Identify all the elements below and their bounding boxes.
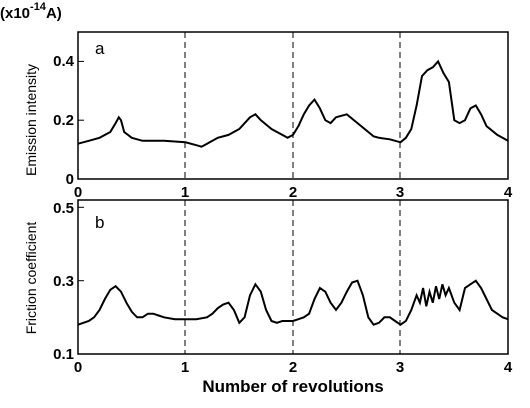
unit-label: (x10-14A) (0, 1, 62, 22)
x-tick-label: 0 (74, 184, 82, 201)
x-axis-label: Number of revolutions (202, 377, 383, 396)
x-tick-label: 4 (504, 184, 513, 201)
panel-label-b: b (95, 213, 104, 232)
y-tick-label: 0 (66, 171, 74, 188)
panel-a-plot: a (77, 31, 509, 180)
panel-b-plot: b (77, 199, 509, 355)
panel-label-a: a (95, 39, 105, 58)
y-axis-label-a: Emission intensity (23, 64, 39, 176)
panel-a: (x10-14A) a 0 0.2 0.4 0 1 2 3 4 Emission… (0, 1, 513, 201)
x-tick-label: 3 (396, 359, 404, 376)
y-tick-label: 0.4 (53, 53, 75, 70)
series-line-b (77, 279, 509, 326)
x-tick-label: 1 (181, 359, 189, 376)
x-tick-label: 2 (289, 184, 297, 201)
series-line-a (77, 59, 509, 148)
plot-frame-b (77, 199, 509, 355)
y-tick-label: 0.2 (53, 112, 74, 129)
y-tick-label: 0.1 (53, 346, 74, 363)
panel-b: b 0.1 0.3 0.5 0 1 2 3 4 Friction coeffic… (23, 199, 513, 396)
plot-frame-a (77, 31, 509, 180)
x-tick-label: 4 (504, 359, 513, 376)
y-tick-label: 0.5 (53, 200, 74, 217)
x-tick-label: 3 (396, 184, 404, 201)
x-tick-label: 0 (74, 359, 82, 376)
x-tick-label: 1 (181, 184, 189, 201)
y-axis-label-b: Friction coefficient (23, 222, 39, 335)
y-tick-label: 0.3 (53, 273, 74, 290)
x-tick-label: 2 (289, 359, 297, 376)
